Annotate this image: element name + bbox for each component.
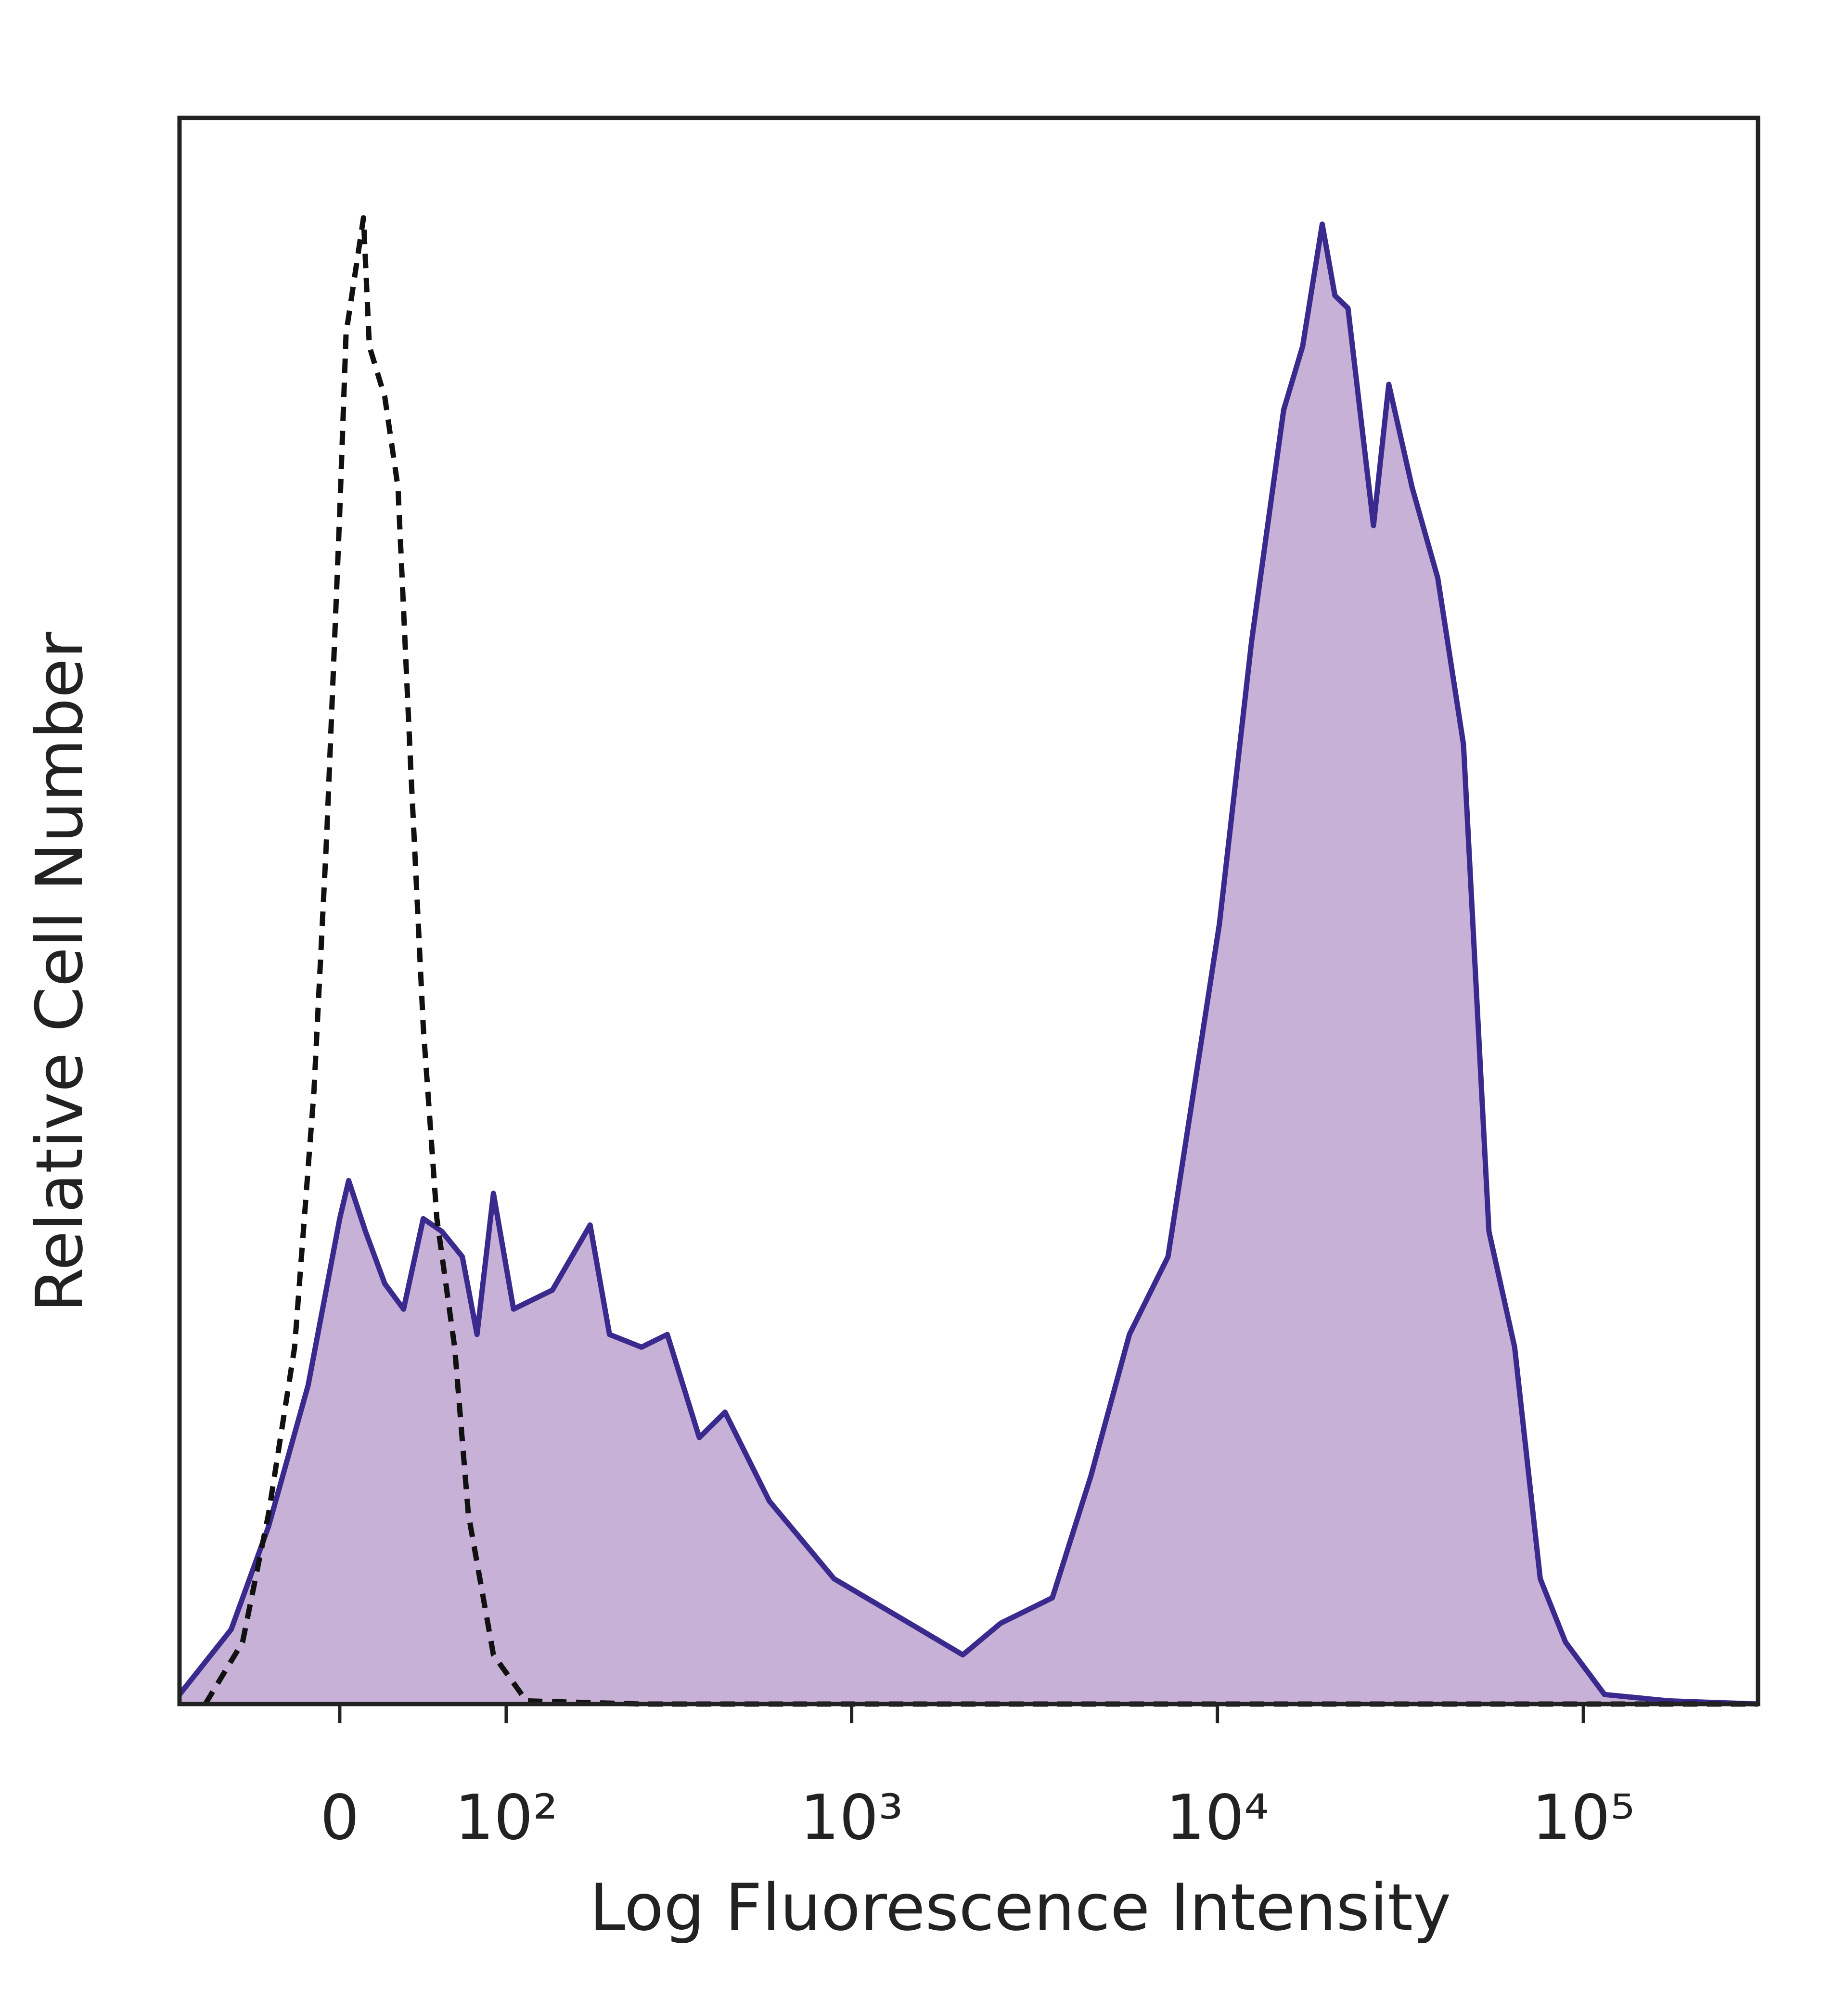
histogram-area bbox=[180, 224, 1758, 1704]
x-tick-label: 10⁵ bbox=[1532, 1782, 1635, 1854]
x-tick-label: 10³ bbox=[800, 1782, 903, 1854]
x-tick-label: 10⁴ bbox=[1166, 1782, 1269, 1854]
x-tick-label: 0 bbox=[320, 1782, 359, 1854]
y-axis-label: Relative Cell Number bbox=[22, 631, 97, 1312]
plot-frame bbox=[177, 115, 1760, 1706]
control-histogram-line bbox=[203, 215, 1758, 1707]
x-tick-label: 10² bbox=[455, 1782, 558, 1854]
histogram-line bbox=[177, 221, 1758, 1707]
x-axis-label: Log Fluorescence Intensity bbox=[590, 1870, 1451, 1945]
